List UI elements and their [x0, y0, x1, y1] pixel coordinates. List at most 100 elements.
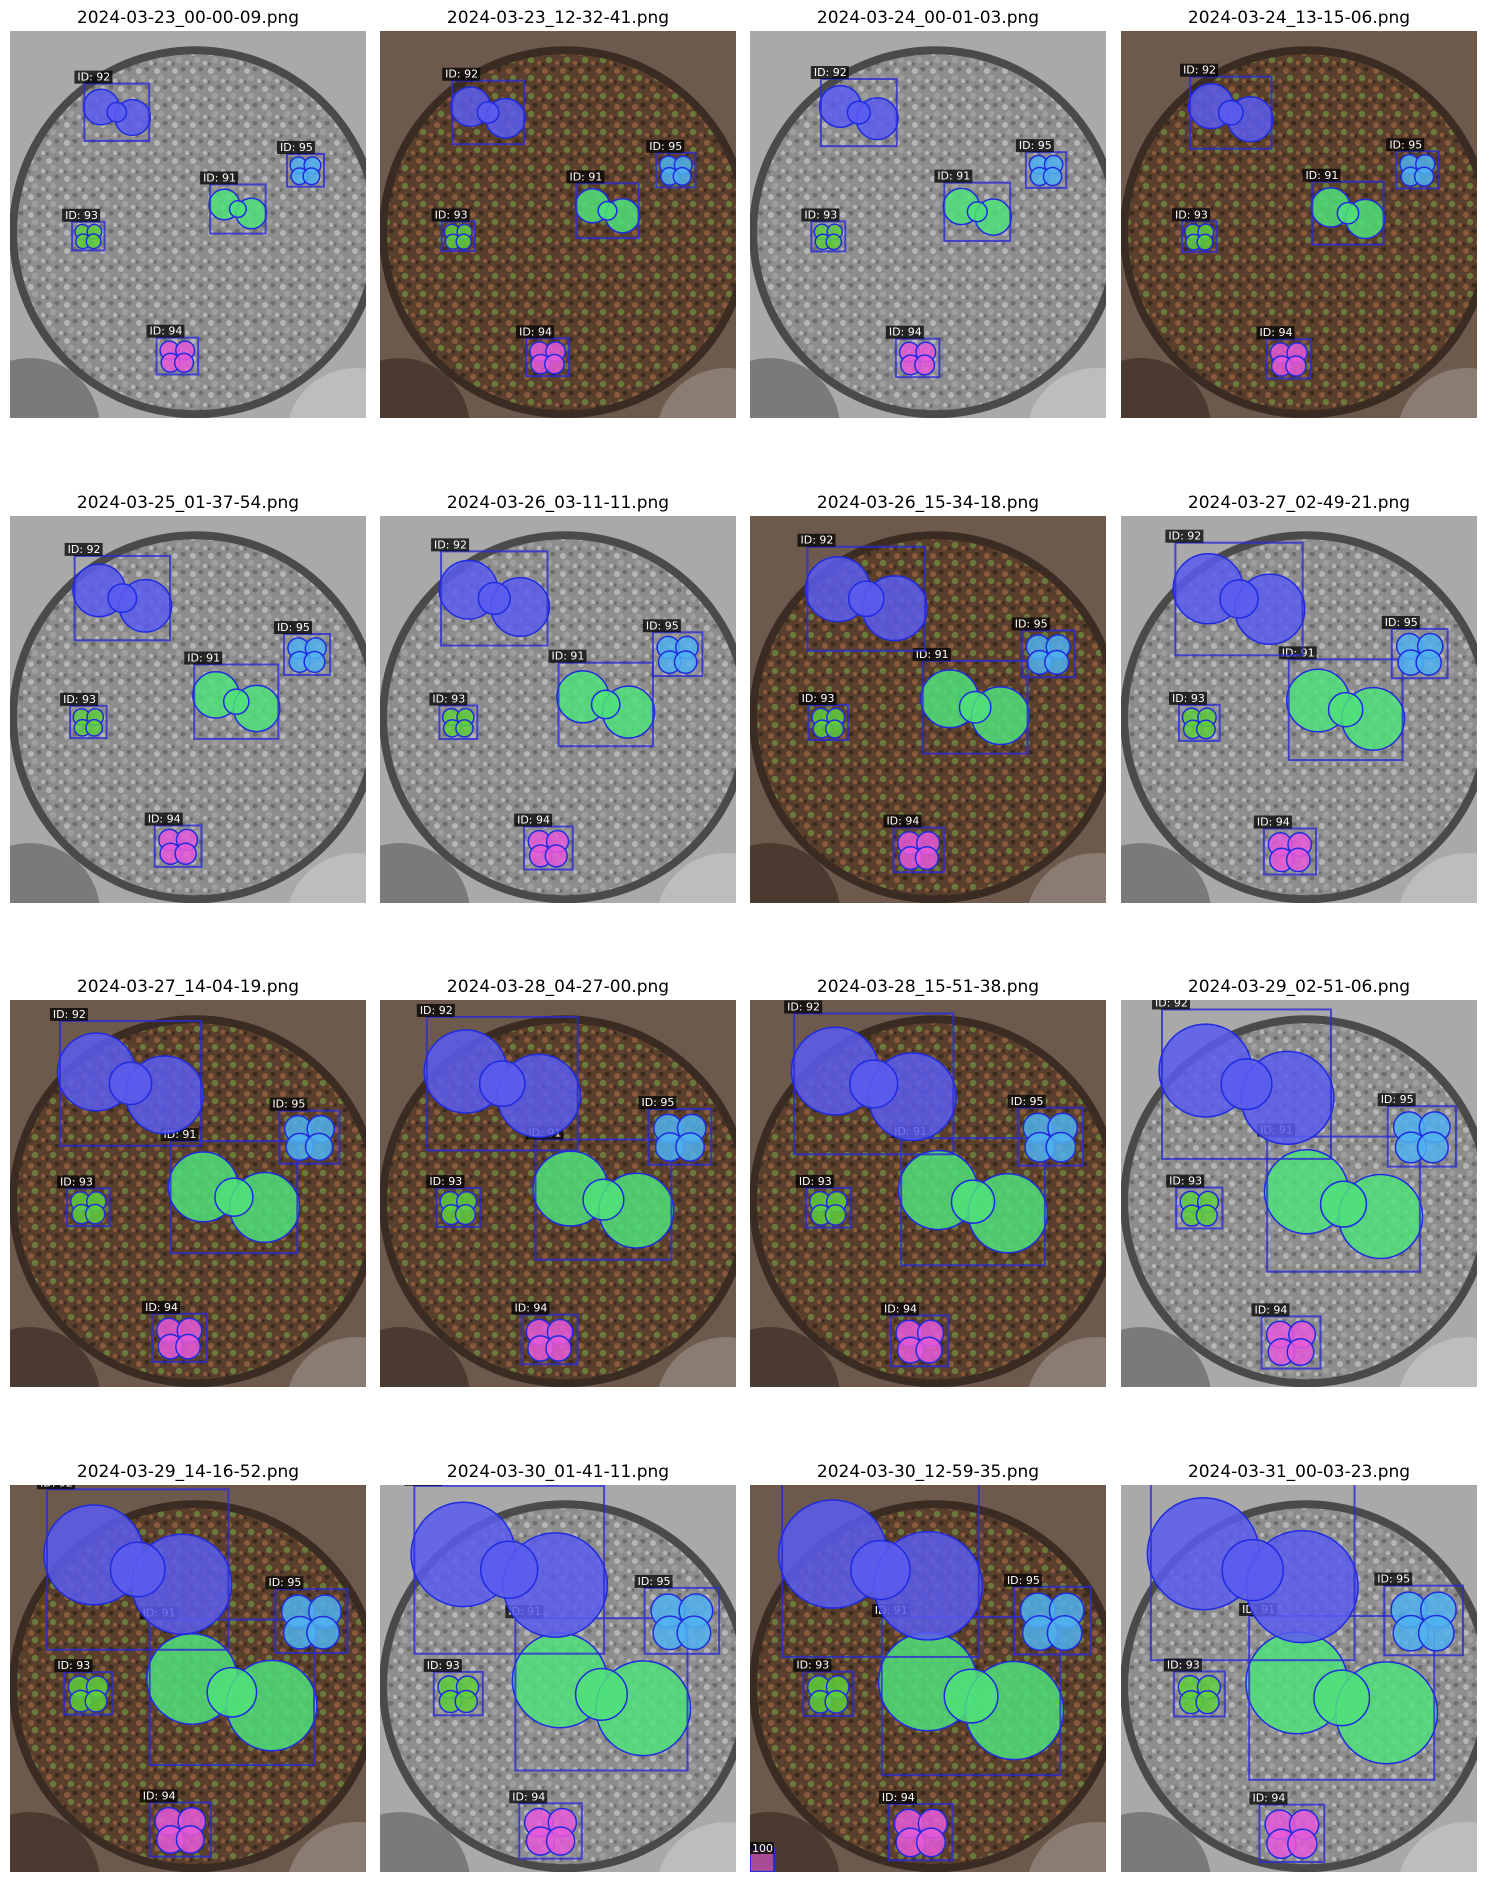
plant-detection: ID: 93 — [801, 208, 847, 253]
plant-detection: ID: 93 — [429, 692, 479, 741]
leaf-mask — [455, 233, 472, 250]
id-tag: ID: 95 — [641, 1096, 674, 1109]
id-tag: ID: 92 — [445, 68, 478, 81]
plant-detection: ID: 94 — [1251, 1303, 1322, 1370]
bounding-box — [534, 1138, 673, 1261]
id-tag: ID: 94 — [1260, 326, 1293, 339]
leaf-mask — [109, 1541, 166, 1598]
plant-detection: ID: 95 — [1374, 1572, 1464, 1657]
leaf-mask — [302, 167, 321, 186]
plant-detection: ID: 94 — [1253, 815, 1317, 876]
bounding-box — [806, 545, 927, 652]
leaf-mask — [1045, 1131, 1077, 1163]
id-tag: ID: 92 — [77, 71, 110, 84]
id-tag: ID: 93 — [802, 692, 835, 705]
leaf-mask — [1319, 1180, 1368, 1228]
id-tag-bg — [1251, 1303, 1290, 1317]
plant-detection: ID: 91 — [912, 647, 1031, 755]
leaf-mask — [1413, 166, 1435, 187]
id-tag: ID: 95 — [1007, 1574, 1040, 1587]
plant-detection: ID: 95 — [269, 1097, 341, 1165]
id-tag-bg — [1249, 1791, 1288, 1805]
id-tag-bg — [566, 170, 605, 184]
id-tag-bg — [1172, 208, 1211, 222]
panel-title: 2024-03-27_02-49-21.png — [1187, 493, 1411, 513]
leaf-mask — [915, 1827, 947, 1858]
leaf-mask — [84, 1203, 106, 1225]
plant-detection: ID: 92 — [1180, 63, 1274, 150]
leaf-mask — [1196, 233, 1214, 251]
id-tag-bg — [798, 692, 837, 706]
id-tag: ID: 93 — [1167, 1658, 1200, 1671]
leaf-mask — [480, 1540, 539, 1599]
panel-title: 2024-03-28_15-51-38.png — [816, 977, 1040, 997]
id-tag: ID: 91 — [937, 170, 970, 183]
leaf-mask — [174, 842, 197, 866]
plant-detection: ID: 95 — [1377, 1093, 1457, 1168]
panel-title: 2024-03-26_15-34-18.png — [816, 493, 1040, 513]
bounding-box — [451, 79, 525, 146]
plant-detection: ID: 94 — [139, 1789, 212, 1858]
bounding-box — [425, 1015, 579, 1152]
id-tag: ID: 94 — [889, 326, 922, 339]
leaf-mask — [545, 1335, 572, 1362]
leaf-mask — [849, 1059, 899, 1109]
leaf-mask — [582, 1178, 625, 1221]
panel-title: 2024-03-24_00-01-03.png — [816, 8, 1040, 28]
plant-detection: ID: 92 — [777, 1485, 983, 1658]
plant-detection: ID: 94 — [881, 1302, 950, 1368]
leaf-mask — [1313, 1669, 1371, 1727]
leaf-mask — [206, 1666, 258, 1718]
id-tag-bg — [416, 1003, 455, 1017]
id-tag-bg — [1302, 168, 1341, 182]
plant-detection: ID: 93 — [426, 1175, 482, 1228]
id-tag-bg — [431, 538, 470, 552]
plant-detection: ID: 95 — [1011, 617, 1076, 679]
bounding-box — [1172, 1670, 1226, 1718]
id-tag-bg — [634, 1574, 673, 1588]
id-tag-bg — [1180, 63, 1219, 77]
plant-detection: ID: 91 — [548, 649, 656, 748]
bounding-box — [557, 661, 654, 748]
plant-detection: ID: 94 — [142, 1300, 208, 1363]
id-tag: ID: 95 — [638, 1575, 671, 1588]
plant-detection: ID: 93 — [1172, 208, 1218, 253]
bounding-box — [1149, 1485, 1356, 1662]
id-tag-bg — [810, 66, 849, 80]
bounding-box — [793, 1012, 955, 1156]
id-tag-bg — [269, 1097, 308, 1111]
plant-detection: ID: 95 — [1386, 138, 1440, 190]
id-tag-bg — [64, 542, 103, 556]
bounding-box — [1266, 1135, 1421, 1273]
id-tag-bg — [276, 140, 315, 154]
id-tag: ID: 93 — [60, 1175, 93, 1188]
id-tag: ID: 93 — [1172, 692, 1205, 705]
leaf-mask — [1327, 691, 1364, 728]
leaf-mask — [672, 166, 692, 186]
bounding-box — [575, 182, 640, 240]
panel-title: 2024-03-25_01-37-54.png — [76, 493, 300, 513]
id-tag-bg — [37, 1485, 76, 1490]
id-tag-bg — [1256, 326, 1295, 340]
id-tag-bg — [429, 692, 468, 706]
leaf-mask — [914, 845, 939, 871]
bounding-box — [69, 704, 108, 740]
leaf-mask — [950, 1179, 996, 1225]
plant-detection: ID: 91 — [525, 1126, 675, 1261]
plant-detection: ID: 93 — [798, 692, 850, 742]
id-tag-bg — [883, 814, 922, 828]
panel-title: 2024-03-29_14-16-52.png — [76, 1462, 300, 1482]
bounding-box — [1383, 1584, 1464, 1657]
id-tag: ID: 92 — [1183, 64, 1216, 77]
id-tag: ID: 94 — [1252, 1792, 1285, 1805]
id-tag: ID: 92 — [1168, 530, 1201, 543]
id-tag-bg — [54, 1659, 93, 1673]
id-tag-bg — [878, 1790, 917, 1804]
leaf-mask — [675, 1132, 705, 1162]
bounding-box — [647, 1108, 713, 1166]
